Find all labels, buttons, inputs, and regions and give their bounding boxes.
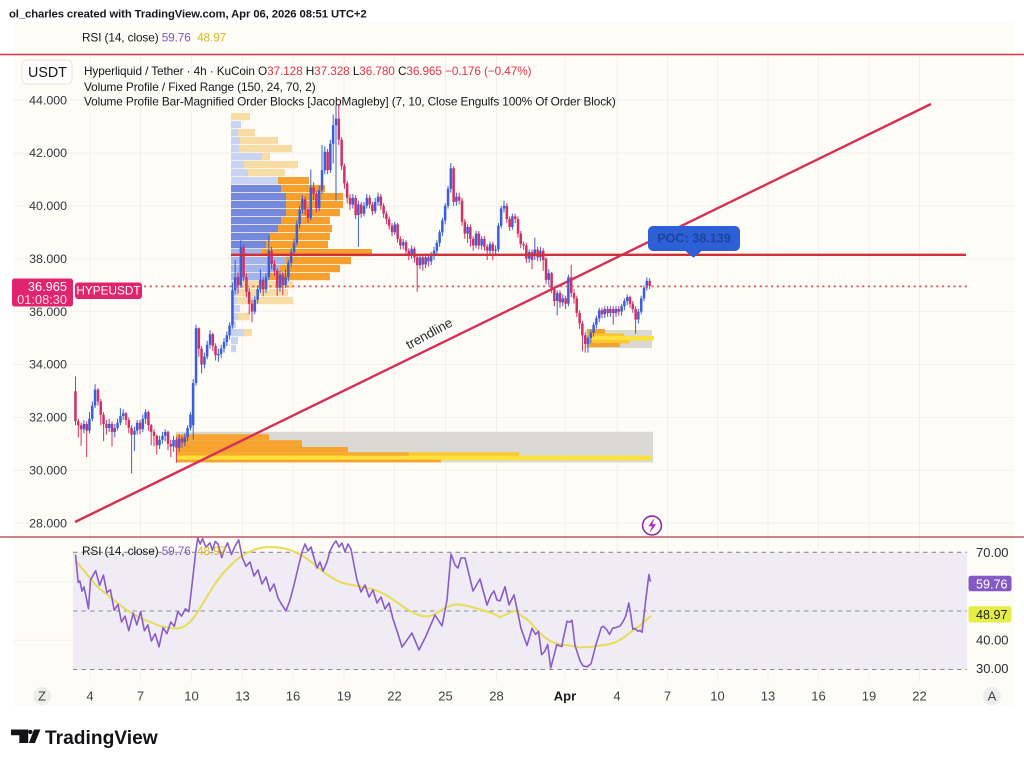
svg-text:ol_charles created with Tradin: ol_charles created with TradingView.com,…: [9, 9, 367, 21]
svg-text:13: 13: [235, 689, 249, 704]
svg-text:25: 25: [438, 689, 452, 704]
svg-text:34.000: 34.000: [29, 358, 67, 372]
svg-text:Volume Profile Bar-Magnified O: Volume Profile Bar-Magnified Order Block…: [84, 95, 616, 109]
svg-text:10: 10: [184, 689, 198, 704]
svg-text:40.00: 40.00: [976, 633, 1009, 648]
svg-text:Volume Profile / Fixed Range (: Volume Profile / Fixed Range (150, 24, 7…: [84, 80, 316, 94]
svg-text:22: 22: [387, 689, 401, 704]
svg-text:7: 7: [137, 689, 144, 704]
svg-text:POC: 38.139: POC: 38.139: [657, 232, 731, 246]
svg-text:16: 16: [811, 689, 825, 704]
svg-text:32.000: 32.000: [29, 411, 67, 425]
svg-text:RSI (14, close) 59.76 48.97: RSI (14, close) 59.76 48.97: [82, 31, 226, 45]
svg-text:36.965: 36.965: [28, 279, 67, 294]
svg-text:19: 19: [337, 689, 351, 704]
svg-text:30.00: 30.00: [976, 661, 1009, 676]
svg-text:TradingView: TradingView: [45, 728, 158, 749]
svg-text:30.000: 30.000: [29, 464, 67, 478]
svg-text:70.00: 70.00: [976, 545, 1009, 560]
svg-text:13: 13: [761, 689, 775, 704]
svg-text:36.000: 36.000: [29, 305, 67, 319]
svg-text:HYPEUSDT: HYPEUSDT: [76, 284, 140, 298]
svg-text:48.97: 48.97: [976, 608, 1008, 622]
svg-text:22: 22: [912, 689, 926, 704]
svg-text:4: 4: [86, 689, 93, 704]
svg-text:4: 4: [613, 689, 620, 704]
svg-text:RSI (14, close) 59.76 48.97: RSI (14, close) 59.76 48.97: [82, 544, 226, 558]
svg-text:A: A: [988, 689, 997, 704]
svg-text:59.76: 59.76: [976, 577, 1008, 591]
svg-text:10: 10: [710, 689, 724, 704]
svg-text:42.000: 42.000: [29, 146, 67, 160]
svg-text:28.000: 28.000: [29, 516, 67, 530]
svg-text:01:08:30: 01:08:30: [17, 292, 67, 307]
svg-text:19: 19: [862, 689, 876, 704]
svg-text:7: 7: [664, 689, 671, 704]
svg-text:Apr: Apr: [554, 689, 576, 704]
svg-text:Z: Z: [38, 689, 46, 704]
svg-text:40.000: 40.000: [29, 199, 67, 213]
svg-text:38.000: 38.000: [29, 252, 67, 266]
svg-text:28: 28: [489, 689, 503, 704]
svg-text:Hyperliquid / Tether · 4h · Ku: Hyperliquid / Tether · 4h · KuCoin O37.1…: [84, 64, 532, 78]
svg-text:16: 16: [286, 689, 300, 704]
svg-text:44.000: 44.000: [29, 93, 67, 107]
svg-text:USDT: USDT: [28, 65, 67, 81]
